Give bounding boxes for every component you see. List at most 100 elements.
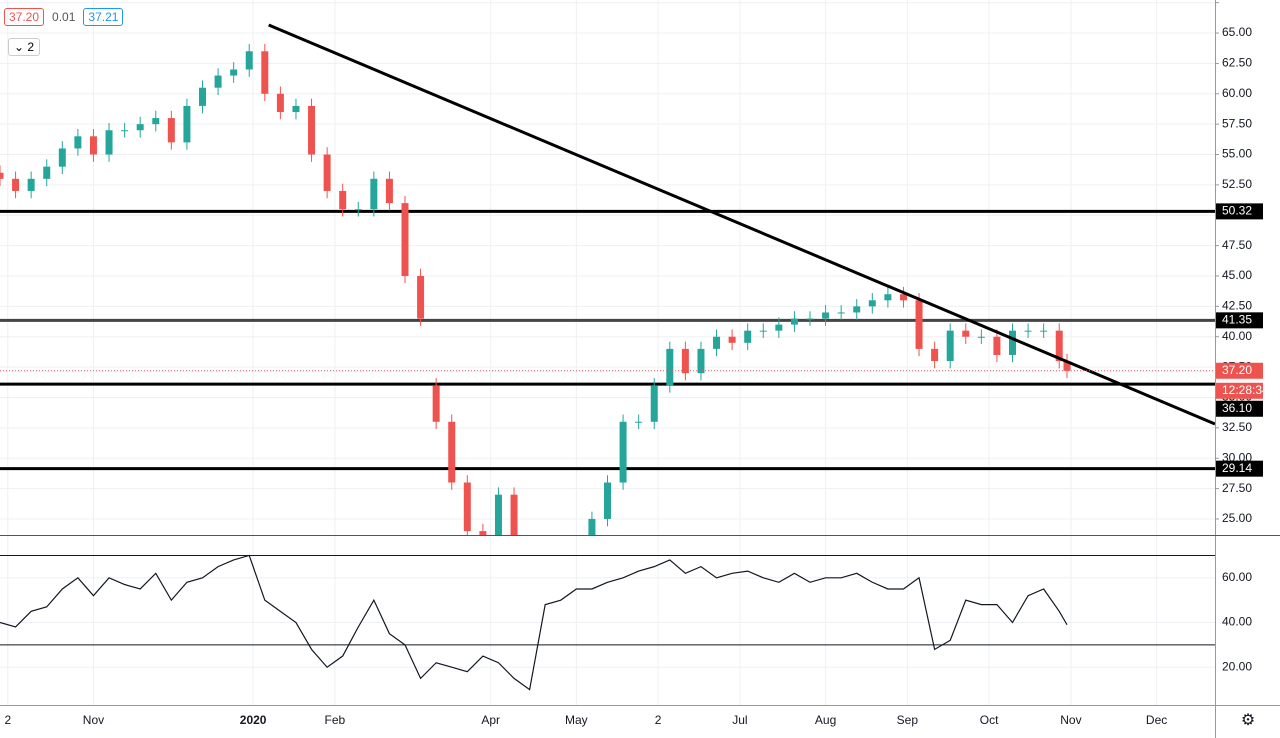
candle-body — [962, 330, 970, 337]
candle-body — [542, 580, 549, 616]
x-tick-label: 2020 — [240, 713, 267, 727]
candle-body — [899, 294, 907, 301]
x-tick-label: Sep — [897, 713, 919, 727]
candle-body — [806, 318, 814, 320]
candle-body — [385, 178, 393, 204]
candle-body — [977, 336, 985, 338]
candle-body — [448, 421, 456, 483]
y-tick-label: 27.50 — [1222, 481, 1252, 495]
candle-body — [1040, 330, 1048, 332]
candle-body — [1055, 330, 1063, 362]
candle-body — [713, 336, 721, 349]
candle-body — [837, 312, 845, 314]
y-tick-label: 65.00 — [1222, 25, 1252, 39]
candle-body — [557, 592, 564, 616]
candle-body — [370, 178, 378, 210]
rsi-pane — [0, 536, 1215, 705]
y-tick-label: 57.50 — [1222, 116, 1252, 130]
candle-body — [775, 324, 783, 331]
candle-body — [666, 348, 674, 386]
candle-body — [121, 130, 129, 132]
x-tick-label: Aug — [815, 713, 836, 727]
level-label: 50.32 — [1222, 204, 1252, 218]
candle-body — [401, 203, 409, 277]
candle-body — [790, 318, 798, 325]
candle-body — [494, 494, 502, 535]
candle-body — [74, 136, 82, 149]
y-tick-label: 32.50 — [1222, 420, 1252, 434]
candle-body — [276, 93, 284, 113]
candle-body — [43, 166, 51, 179]
y-tick-label: 42.50 — [1222, 299, 1252, 313]
y-tick-label: 55.00 — [1222, 147, 1252, 161]
x-tick-label: Apr — [481, 713, 500, 727]
candle-body — [214, 75, 222, 88]
y-tick-label: 62.50 — [1222, 56, 1252, 70]
candle-body — [635, 421, 643, 423]
candle-body — [588, 518, 596, 535]
x-tick-label: Oct — [980, 713, 999, 727]
x-tick-label: Dec — [1146, 713, 1167, 727]
candle-body — [946, 330, 954, 362]
last-price-label: 37.20 — [1222, 363, 1252, 377]
countdown-label: 12:28:34 — [1222, 383, 1269, 397]
settings-icon[interactable]: ⚙ — [1241, 712, 1255, 729]
candle-body — [604, 482, 611, 519]
candle-body — [868, 300, 876, 307]
price-pane — [0, 0, 1215, 616]
candle-body — [0, 172, 4, 179]
candle-body — [650, 385, 658, 422]
candle-body — [432, 385, 440, 422]
candle-body — [136, 124, 144, 131]
level-label-bg — [1216, 460, 1263, 477]
candle-body — [183, 105, 191, 143]
candle-body — [292, 105, 300, 113]
x-tick-label: Nov — [1060, 713, 1081, 727]
x-tick-label: Feb — [325, 713, 346, 727]
candle-body — [199, 87, 206, 106]
candle-body — [167, 118, 175, 143]
candle-body — [853, 306, 861, 313]
trendline — [268, 23, 1215, 426]
candle-body — [526, 543, 533, 579]
candle-body — [152, 118, 160, 125]
candle-body — [931, 348, 939, 362]
candle-body — [744, 330, 752, 343]
level-label: 29.14 — [1222, 461, 1252, 475]
candle-body — [463, 482, 471, 532]
rsi-tick-label: 60.00 — [1222, 570, 1252, 584]
y-tick-label: 60.00 — [1222, 86, 1252, 100]
candle-body — [323, 154, 331, 191]
candle-body — [1009, 330, 1016, 355]
y-tick-label: 45.00 — [1222, 268, 1252, 282]
level-label-bg — [1216, 312, 1263, 329]
candle-body — [12, 178, 20, 191]
x-tick-label: 2 — [4, 713, 11, 727]
y-tick-label: 47.50 — [1222, 238, 1252, 252]
candle-body — [510, 494, 518, 535]
candle-body — [354, 209, 362, 211]
candle-body — [915, 300, 923, 349]
candle-body — [1063, 361, 1071, 371]
candle-body — [339, 190, 347, 210]
candle-body — [308, 105, 316, 155]
indicator-count: 2 — [27, 40, 35, 54]
candle-body — [230, 69, 238, 76]
y-tick-label: 25.00 — [1222, 511, 1252, 525]
candle-body — [697, 348, 705, 374]
x-tick-label: Jul — [732, 713, 747, 727]
open-value: 37.20 — [4, 8, 45, 26]
indicator-toggle[interactable]: ⌄ 2 — [8, 38, 41, 56]
candle-body — [759, 330, 767, 332]
candle-body — [27, 178, 35, 191]
candle-body — [417, 276, 425, 319]
countdown-label-bg — [1216, 382, 1263, 399]
candle-body — [884, 294, 892, 301]
y-tick-label: 40.00 — [1222, 329, 1252, 343]
candle-body — [58, 148, 66, 167]
level-label: 36.10 — [1222, 401, 1252, 415]
candle-body — [822, 312, 830, 319]
candle-body — [619, 421, 627, 483]
